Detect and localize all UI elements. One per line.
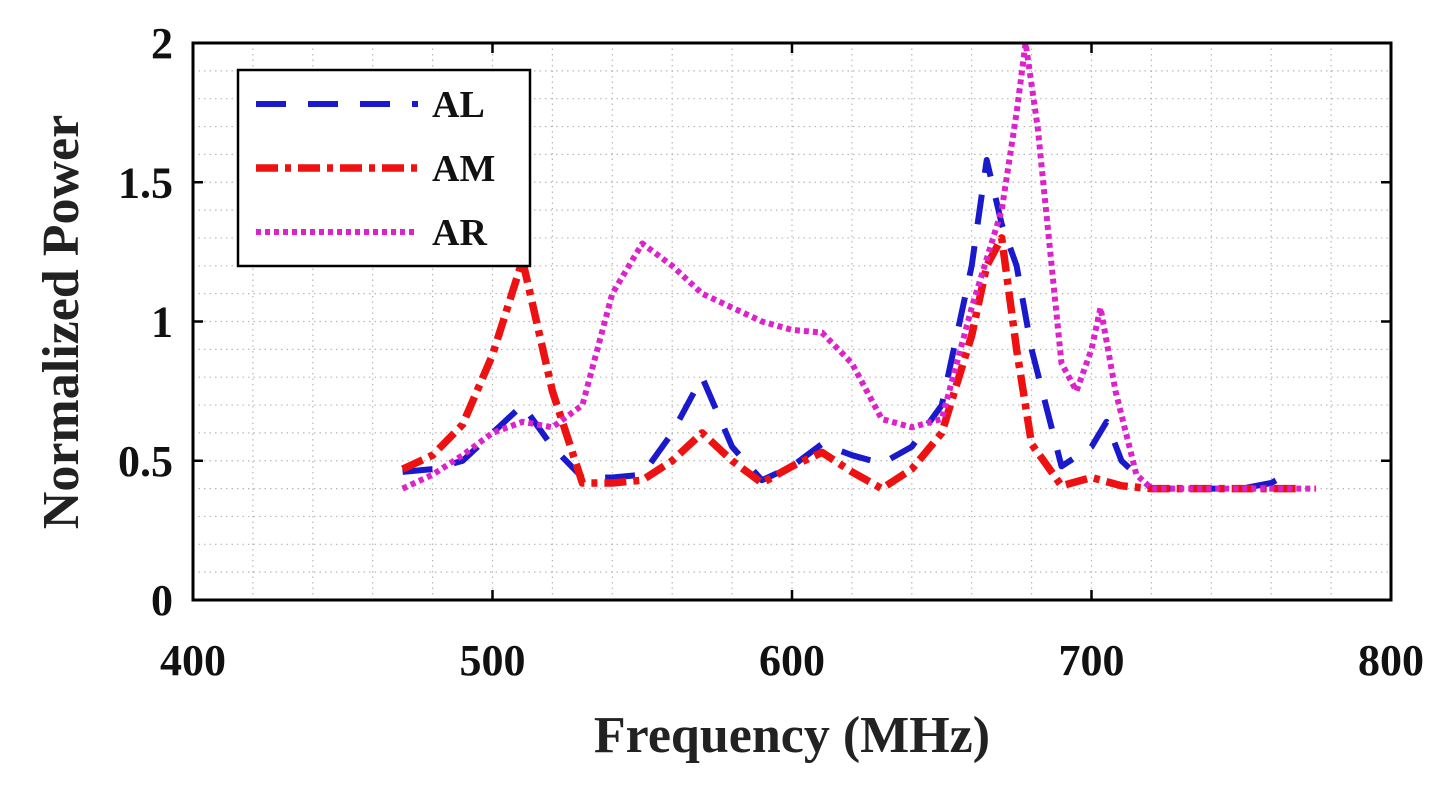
legend-label: AM (432, 148, 495, 190)
series-group (401, 40, 1317, 493)
x-tick-label: 400 (160, 636, 226, 685)
legend-item-am: AM (256, 148, 495, 190)
legend-label: AR (432, 212, 487, 254)
x-tick-label: 800 (1358, 636, 1424, 685)
series-line-al (402, 157, 1288, 492)
y-tick-label: 1.5 (118, 158, 173, 207)
y-tick-label: 0 (151, 576, 173, 625)
legend: AL AM AR (236, 68, 532, 268)
axis-ticks: 400 500 600 700 800 0 0.5 1 1.5 2 (118, 19, 1424, 685)
y-axis-label: Normalized Power (33, 115, 90, 529)
y-tick-label: 2 (151, 19, 173, 68)
y-tick-label: 0.5 (118, 437, 173, 486)
legend-item-ar: AR (256, 212, 487, 254)
legend-label: AL (432, 84, 485, 126)
x-tick-label: 500 (460, 636, 526, 685)
legend-item-al: AL (256, 84, 485, 126)
x-tick-label: 600 (759, 636, 825, 685)
x-axis-label: Frequency (MHz) (594, 707, 990, 764)
x-tick-label: 700 (1059, 636, 1125, 685)
y-tick-label: 1 (151, 298, 173, 347)
